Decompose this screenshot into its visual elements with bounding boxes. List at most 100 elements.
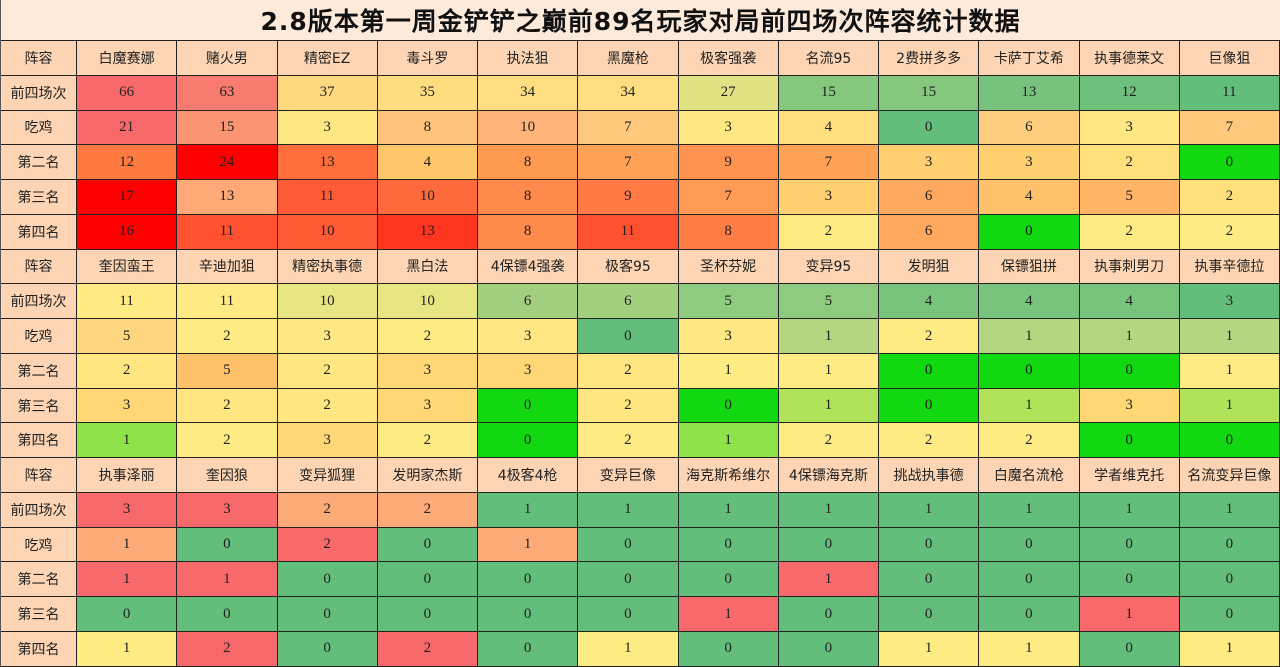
heatmap-cell[interactable]: 0 <box>578 562 679 598</box>
heatmap-cell[interactable]: 0 <box>778 632 879 667</box>
heatmap-cell[interactable]: 0 <box>77 597 178 633</box>
heatmap-cell[interactable]: 0 <box>478 562 579 598</box>
heatmap-cell[interactable]: 66 <box>77 75 178 111</box>
heatmap-cell[interactable]: 0 <box>879 527 980 563</box>
heatmap-cell[interactable]: 0 <box>879 562 980 598</box>
heatmap-cell[interactable]: 2 <box>77 353 178 389</box>
heatmap-cell[interactable]: 4 <box>377 145 478 181</box>
heatmap-cell[interactable]: 35 <box>377 75 478 111</box>
heatmap-cell[interactable]: 34 <box>578 75 679 111</box>
heatmap-cell[interactable]: 0 <box>879 388 980 424</box>
heatmap-cell[interactable]: 0 <box>1179 597 1280 633</box>
heatmap-cell[interactable]: 5 <box>1079 180 1180 215</box>
heatmap-cell[interactable]: 0 <box>277 562 378 598</box>
heatmap-cell[interactable]: 8 <box>377 110 478 146</box>
heatmap-cell[interactable]: 0 <box>578 319 679 354</box>
heatmap-cell[interactable]: 1 <box>778 562 879 598</box>
heatmap-cell[interactable]: 0 <box>979 562 1080 598</box>
heatmap-cell[interactable]: 1 <box>77 527 178 563</box>
heatmap-cell[interactable]: 0 <box>177 527 278 563</box>
heatmap-cell[interactable]: 8 <box>478 214 579 250</box>
heatmap-cell[interactable]: 1 <box>177 562 278 598</box>
heatmap-cell[interactable]: 3 <box>478 353 579 389</box>
heatmap-cell[interactable]: 13 <box>377 214 478 250</box>
heatmap-cell[interactable]: 0 <box>778 597 879 633</box>
heatmap-cell[interactable]: 0 <box>979 597 1080 633</box>
heatmap-cell[interactable]: 2 <box>177 388 278 424</box>
heatmap-cell[interactable]: 0 <box>1079 562 1180 598</box>
heatmap-cell[interactable]: 2 <box>277 388 378 424</box>
heatmap-cell[interactable]: 3 <box>77 492 178 528</box>
heatmap-cell[interactable]: 2 <box>1079 214 1180 250</box>
heatmap-cell[interactable]: 8 <box>678 214 779 250</box>
heatmap-cell[interactable]: 1 <box>478 492 579 528</box>
heatmap-cell[interactable]: 0 <box>478 597 579 633</box>
heatmap-cell[interactable]: 2 <box>979 423 1080 459</box>
heatmap-cell[interactable]: 1 <box>77 632 178 667</box>
heatmap-cell[interactable]: 1 <box>879 492 980 528</box>
heatmap-cell[interactable]: 0 <box>1179 527 1280 563</box>
heatmap-cell[interactable]: 11 <box>177 214 278 250</box>
heatmap-cell[interactable]: 1 <box>1179 632 1280 667</box>
heatmap-cell[interactable]: 1 <box>1179 388 1280 424</box>
heatmap-cell[interactable]: 10 <box>277 284 378 320</box>
heatmap-cell[interactable]: 10 <box>377 284 478 320</box>
heatmap-cell[interactable]: 11 <box>277 180 378 215</box>
heatmap-cell[interactable]: 3 <box>277 319 378 354</box>
heatmap-cell[interactable]: 2 <box>277 527 378 563</box>
heatmap-cell[interactable]: 7 <box>778 145 879 181</box>
heatmap-cell[interactable]: 0 <box>177 597 278 633</box>
heatmap-cell[interactable]: 27 <box>678 75 779 111</box>
heatmap-cell[interactable]: 5 <box>678 284 779 320</box>
heatmap-cell[interactable]: 0 <box>478 632 579 667</box>
heatmap-cell[interactable]: 0 <box>578 527 679 563</box>
heatmap-cell[interactable]: 5 <box>177 353 278 389</box>
heatmap-cell[interactable]: 0 <box>678 562 779 598</box>
heatmap-cell[interactable]: 15 <box>177 110 278 146</box>
heatmap-cell[interactable]: 3 <box>377 353 478 389</box>
heatmap-cell[interactable]: 6 <box>979 110 1080 146</box>
heatmap-cell[interactable]: 1 <box>578 492 679 528</box>
heatmap-cell[interactable]: 3 <box>879 145 980 181</box>
heatmap-cell[interactable]: 37 <box>277 75 378 111</box>
heatmap-cell[interactable]: 13 <box>979 75 1080 111</box>
heatmap-cell[interactable]: 7 <box>678 180 779 215</box>
heatmap-cell[interactable]: 3 <box>979 145 1080 181</box>
heatmap-cell[interactable]: 1 <box>478 527 579 563</box>
heatmap-cell[interactable]: 3 <box>77 388 178 424</box>
heatmap-cell[interactable]: 5 <box>77 319 178 354</box>
heatmap-cell[interactable]: 2 <box>277 353 378 389</box>
heatmap-cell[interactable]: 3 <box>478 319 579 354</box>
heatmap-cell[interactable]: 0 <box>1179 423 1280 459</box>
heatmap-cell[interactable]: 3 <box>377 388 478 424</box>
heatmap-cell[interactable]: 2 <box>1079 145 1180 181</box>
heatmap-cell[interactable]: 2 <box>377 492 478 528</box>
heatmap-cell[interactable]: 11 <box>177 284 278 320</box>
heatmap-cell[interactable]: 2 <box>578 353 679 389</box>
heatmap-cell[interactable]: 1 <box>1179 492 1280 528</box>
heatmap-cell[interactable]: 1 <box>1179 319 1280 354</box>
heatmap-cell[interactable]: 1 <box>1079 492 1180 528</box>
heatmap-cell[interactable]: 3 <box>1079 110 1180 146</box>
heatmap-cell[interactable]: 3 <box>1079 388 1180 424</box>
heatmap-cell[interactable]: 2 <box>177 319 278 354</box>
heatmap-cell[interactable]: 2 <box>277 492 378 528</box>
heatmap-cell[interactable]: 9 <box>678 145 779 181</box>
heatmap-cell[interactable]: 11 <box>77 284 178 320</box>
heatmap-cell[interactable]: 15 <box>879 75 980 111</box>
heatmap-cell[interactable]: 6 <box>879 214 980 250</box>
heatmap-cell[interactable]: 0 <box>1179 562 1280 598</box>
heatmap-cell[interactable]: 13 <box>177 180 278 215</box>
heatmap-cell[interactable]: 2 <box>778 214 879 250</box>
heatmap-cell[interactable]: 4 <box>979 284 1080 320</box>
heatmap-cell[interactable]: 63 <box>177 75 278 111</box>
heatmap-cell[interactable]: 11 <box>1179 75 1280 111</box>
heatmap-cell[interactable]: 3 <box>277 423 378 459</box>
heatmap-cell[interactable]: 1 <box>77 562 178 598</box>
heatmap-cell[interactable]: 1 <box>778 319 879 354</box>
heatmap-cell[interactable]: 0 <box>979 527 1080 563</box>
heatmap-cell[interactable]: 8 <box>478 145 579 181</box>
heatmap-cell[interactable]: 2 <box>778 423 879 459</box>
heatmap-cell[interactable]: 0 <box>1079 353 1180 389</box>
heatmap-cell[interactable]: 0 <box>778 527 879 563</box>
